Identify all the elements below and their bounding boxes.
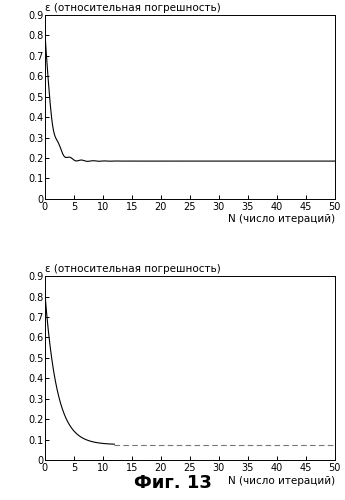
X-axis label: N (число итераций): N (число итераций) — [227, 214, 335, 224]
Text: Фиг. 13: Фиг. 13 — [134, 474, 211, 492]
Text: ε (относительная погрешность): ε (относительная погрешность) — [45, 264, 220, 274]
Text: ε (относительная погрешность): ε (относительная погрешность) — [45, 3, 220, 13]
X-axis label: N (число итераций): N (число итераций) — [227, 476, 335, 486]
